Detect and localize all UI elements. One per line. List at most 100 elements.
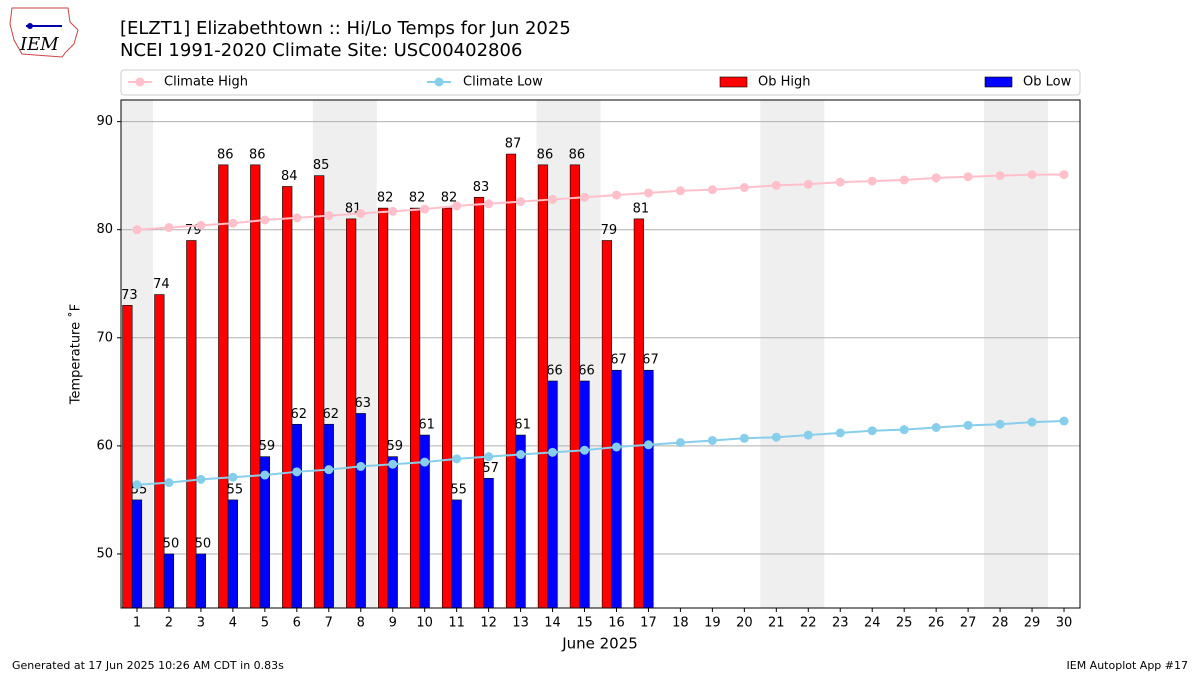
bar-value-label: 66 (546, 364, 563, 379)
point (739, 433, 749, 443)
point (196, 474, 206, 484)
point (260, 215, 270, 225)
bar-value-label: 81 (633, 201, 650, 216)
x-tick-label: 23 (832, 616, 849, 631)
point (899, 425, 909, 435)
x-tick-label: 13 (512, 616, 529, 631)
x-tick-label: 28 (992, 616, 1009, 631)
legend-box (120, 69, 1081, 96)
point (132, 480, 142, 490)
bar-value-label: 82 (409, 191, 426, 206)
bar (227, 499, 238, 609)
bar (154, 294, 165, 609)
point (611, 442, 621, 452)
x-tick-label: 4 (229, 616, 237, 631)
x-tick-label: 20 (736, 616, 753, 631)
x-tick-label: 18 (672, 616, 689, 631)
bar (601, 240, 612, 609)
y-axis-label: Temperature ˚F (68, 304, 84, 405)
point (643, 188, 653, 198)
bar (409, 207, 421, 609)
line (136, 173, 1065, 231)
bar (378, 207, 389, 609)
point (963, 420, 973, 430)
point (1059, 416, 1069, 426)
point (324, 211, 334, 221)
bar-value-label: 67 (642, 353, 659, 368)
bar (515, 434, 526, 609)
bar (131, 499, 143, 609)
bar-value-label: 59 (259, 439, 276, 454)
y-tick-label: 90 (96, 114, 113, 129)
point (771, 180, 781, 190)
bar-value-label: 62 (291, 407, 308, 422)
x-tick-label: 5 (261, 616, 269, 631)
bar-value-label: 84 (281, 169, 298, 184)
bar (282, 186, 293, 609)
x-tick-label: 9 (389, 616, 397, 631)
bar (195, 553, 207, 609)
bar (537, 164, 549, 609)
bar (643, 369, 654, 609)
x-tick-label: 3 (197, 616, 205, 631)
x-tick-label: 30 (1056, 616, 1073, 631)
bar-value-label: 66 (578, 364, 595, 379)
point (867, 176, 877, 186)
point (867, 426, 877, 436)
point (931, 422, 941, 432)
legend-marker (434, 77, 444, 87)
point (643, 440, 653, 450)
point (803, 179, 813, 189)
point (196, 220, 206, 230)
y-tick-label: 60 (96, 438, 113, 453)
point (164, 223, 174, 233)
bar-value-label: 87 (505, 137, 522, 152)
point (611, 190, 621, 200)
x-tick-label: 19 (704, 616, 721, 631)
bar-value-label: 82 (377, 191, 394, 206)
y-tick-label: 70 (96, 330, 113, 345)
bar-value-label: 57 (482, 461, 499, 476)
point (803, 430, 813, 440)
point (420, 204, 430, 214)
bar-value-label: 85 (313, 158, 330, 173)
legend-swatch (719, 76, 748, 88)
point (516, 197, 526, 207)
legend-label: Climate Low (463, 75, 543, 90)
bar-value-label: 55 (450, 482, 467, 497)
point (164, 478, 174, 488)
chart-title: [ELZT1] Elizabethtown :: Hi/Lo Temps for… (120, 18, 571, 39)
bar (163, 553, 175, 609)
bar-value-label: 74 (153, 277, 170, 292)
point (771, 432, 781, 442)
x-tick-label: 24 (864, 616, 881, 631)
bar (505, 153, 517, 609)
bar-value-label: 50 (195, 536, 212, 551)
bar-value-label: 82 (441, 191, 458, 206)
bar-value-label: 55 (227, 482, 244, 497)
bar-value-label: 86 (537, 147, 554, 162)
bar (291, 423, 302, 609)
bar (387, 456, 398, 609)
point (452, 454, 462, 464)
bar-value-label: 50 (163, 536, 180, 551)
point (548, 194, 558, 204)
logo: IEM (9, 7, 79, 58)
bar-value-label: 79 (601, 223, 618, 238)
point (484, 199, 494, 209)
point (324, 465, 334, 475)
x-axis-label: June 2025 (561, 635, 638, 653)
x-tick-label: 26 (928, 616, 945, 631)
legend-label: Ob High (758, 75, 811, 90)
point (484, 452, 494, 462)
bar (441, 207, 453, 609)
point (292, 213, 302, 223)
legend-label: Climate High (164, 75, 248, 90)
point (835, 428, 845, 438)
bar-value-label: 86 (249, 147, 266, 162)
legend-marker (135, 77, 145, 87)
point (835, 177, 845, 187)
logo-text: IEM (19, 34, 59, 55)
chart-subtitle: NCEI 1991-2020 Climate Site: USC00402806 (120, 40, 522, 61)
point (356, 208, 366, 218)
